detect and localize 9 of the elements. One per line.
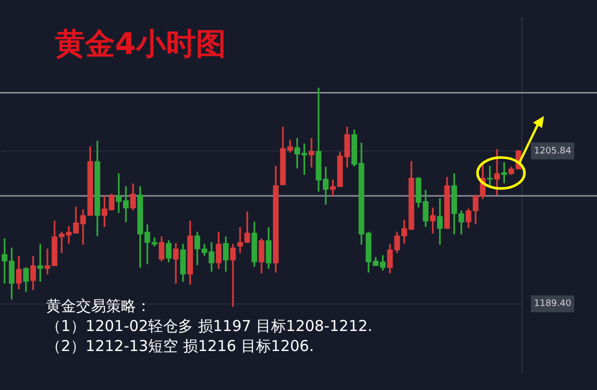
candlestick <box>308 138 314 168</box>
annotation: （2）1212-13短空 损1216 目标1206. <box>46 336 315 356</box>
annotation: 黄金交易策略： <box>46 296 152 316</box>
candlestick <box>230 244 236 307</box>
chart-title: 黄金4小时图 <box>55 26 226 64</box>
y-tick-label: 1189.40 <box>534 299 572 310</box>
candlestick <box>494 149 500 196</box>
y-tick-label: 1205.84 <box>534 146 572 156</box>
annotation: （1）1201-02轻仓多 损1197 目标1208-1212. <box>46 316 372 336</box>
